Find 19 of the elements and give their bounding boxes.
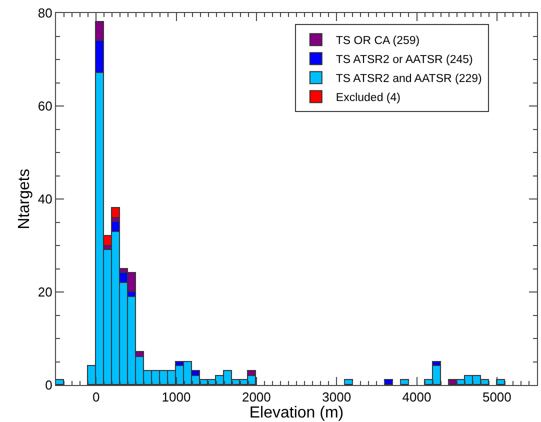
legend-label: TS ATSR2 or AATSR (245) <box>336 54 474 66</box>
x-tick-label: 1000 <box>162 390 191 405</box>
x-tick-label: 0 <box>92 390 100 405</box>
legend-label: Excluded (4) <box>336 92 401 104</box>
y-tick-label: 0 <box>45 378 52 393</box>
x-tick-label: 3000 <box>322 390 352 405</box>
y-axis-title: Ntargets <box>16 168 33 230</box>
bar <box>56 379 64 385</box>
y-tick-label: 80 <box>38 6 52 21</box>
x-tick-label: 2000 <box>242 390 271 405</box>
x-axis-title: Elevation (m) <box>249 404 344 422</box>
legend-label: TS ATSR2 and AATSR (229) <box>336 73 482 86</box>
x-tick-label: 5000 <box>482 390 512 405</box>
legend-label: TS OR CA (259) <box>336 35 420 48</box>
y-tick-label: 60 <box>38 98 52 114</box>
x-tick-label: 4000 <box>402 390 432 405</box>
bar <box>111 207 120 218</box>
y-tick-label: 40 <box>38 192 52 207</box>
y-tick-label: 20 <box>38 284 52 300</box>
